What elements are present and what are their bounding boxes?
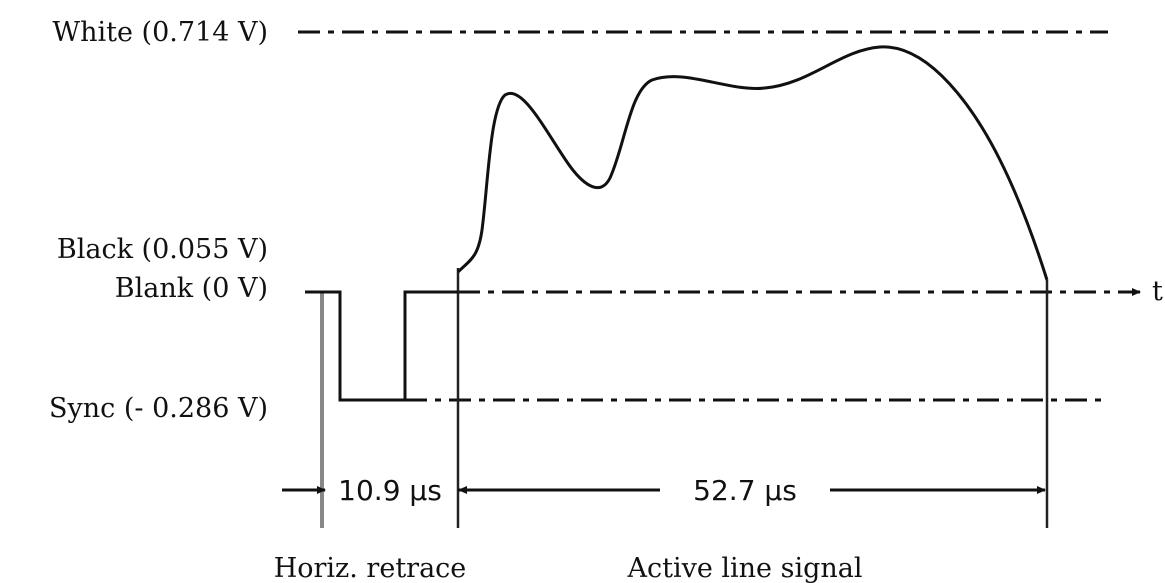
retrace-duration-label: 10.9 μs	[338, 474, 442, 507]
active-video-waveform	[456, 45, 1049, 281]
blank-level-label: Blank (0 V)	[115, 273, 268, 304]
black-level-label: Black (0.055 V)	[57, 234, 268, 265]
active-duration-label: 52.7 μs	[693, 474, 797, 507]
sync-pulse	[305, 290, 458, 402]
active-section-label: Active line signal	[626, 553, 862, 583]
sync-level-label: Sync (- 0.286 V)	[49, 393, 268, 424]
retrace-section-label: Horiz. retrace	[274, 553, 467, 583]
time-axis-label: t	[1152, 276, 1163, 307]
white-level-label: White (0.714 V)	[52, 17, 268, 48]
